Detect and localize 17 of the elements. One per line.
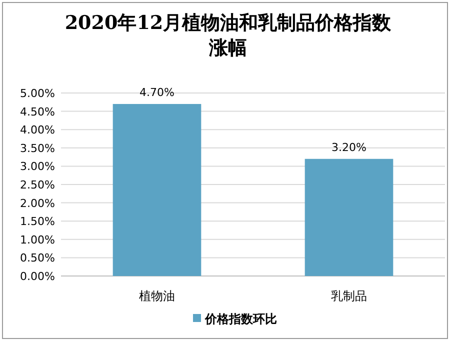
y-tick-label: 3.50% xyxy=(20,142,55,155)
y-tick-label: 1.00% xyxy=(20,233,55,246)
y-tick-label: 1.50% xyxy=(20,215,55,228)
data-label: 4.70% xyxy=(140,86,174,99)
y-tick-label: 0.50% xyxy=(20,252,55,265)
data-label: 3.20% xyxy=(332,140,366,154)
y-tick-label: 4.00% xyxy=(20,124,55,137)
x-tick-label: 乳制品 xyxy=(331,289,367,303)
y-tick-label: 2.00% xyxy=(20,196,55,210)
legend-label: 价格指数环比 xyxy=(204,312,277,326)
x-tick-label: 植物油 xyxy=(139,289,175,303)
y-tick-label: 2.50% xyxy=(20,178,55,192)
y-tick-label: 3.00% xyxy=(20,160,55,174)
y-tick-label: 5.00% xyxy=(20,87,55,100)
y-tick-label: 4.50% xyxy=(20,105,55,118)
y-tick-label: 0.00% xyxy=(20,270,55,283)
chart-title: 2020年12月植物油和乳制品价格指数涨幅 xyxy=(64,11,392,61)
